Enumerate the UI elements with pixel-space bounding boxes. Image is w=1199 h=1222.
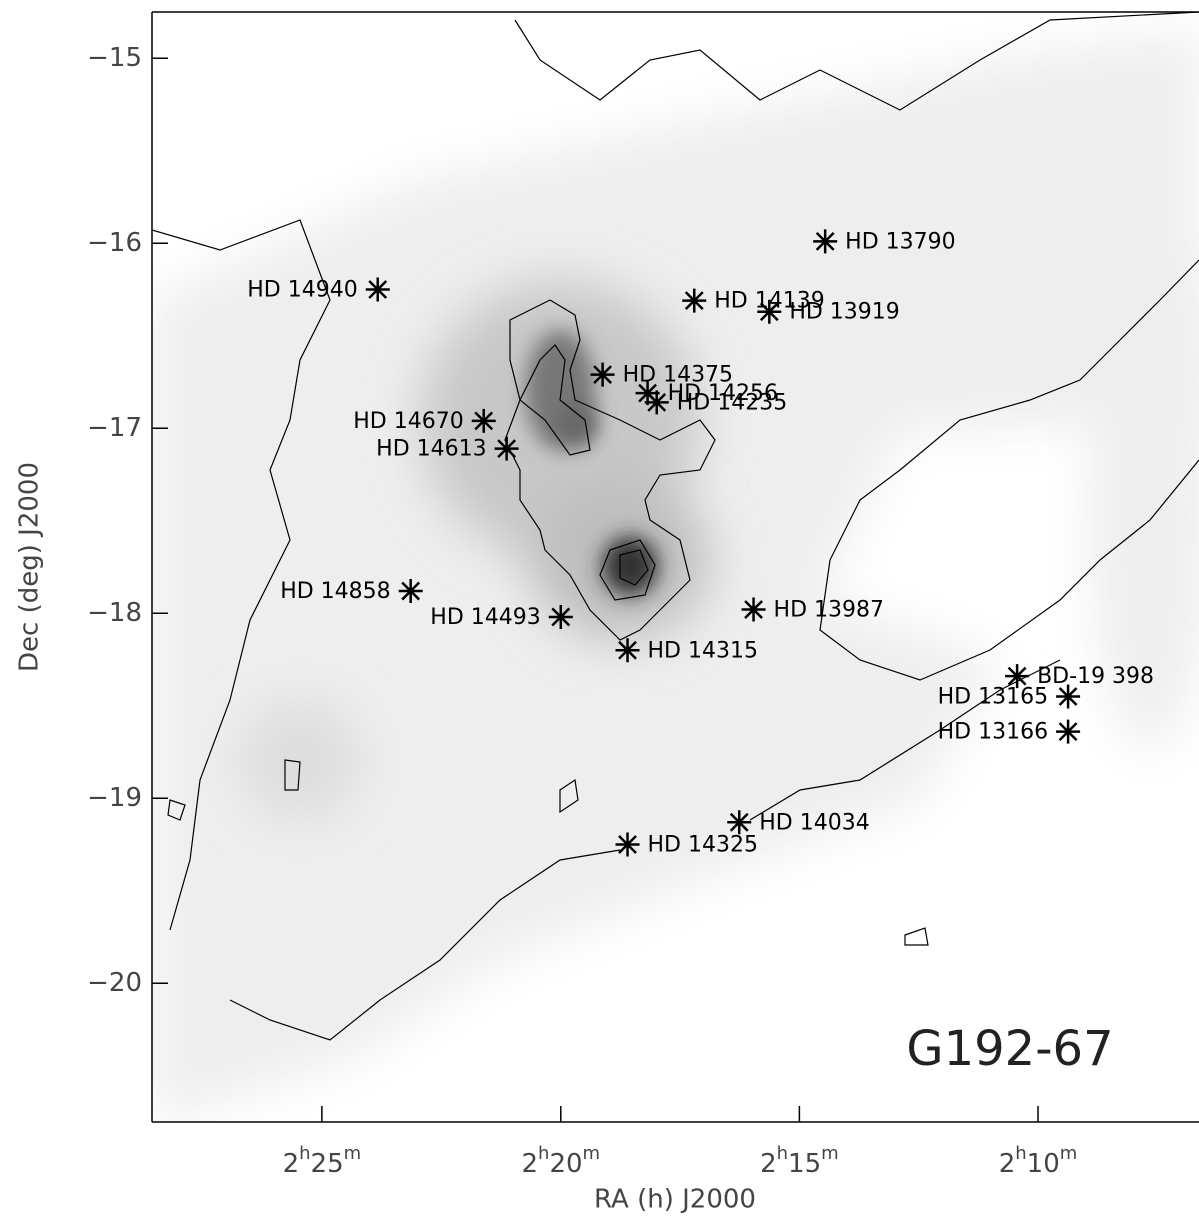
y-axis-label: Dec (deg) J2000 — [15, 462, 45, 672]
star-label: HD 13165 — [938, 685, 1048, 710]
x-tick-label: 2h15m — [760, 1143, 839, 1179]
annotation: G192-67 — [906, 1021, 1113, 1077]
y-tick-label: −16 — [87, 228, 142, 258]
star-label: HD 14613 — [376, 437, 486, 462]
star-marker — [1056, 685, 1080, 709]
star-label: HD 14670 — [353, 409, 463, 434]
star-label: HD 14315 — [648, 638, 758, 663]
star-marker — [591, 363, 615, 387]
y-tick-label: −20 — [87, 968, 142, 998]
star-marker — [757, 300, 781, 324]
y-tick-label: −18 — [87, 598, 142, 628]
star-marker — [399, 579, 423, 603]
star-marker — [682, 289, 706, 313]
star-label: HD 13790 — [845, 229, 955, 254]
y-tick-label: −19 — [87, 783, 142, 813]
star-marker — [472, 409, 496, 433]
x-tick-label: 2h20m — [521, 1143, 600, 1179]
chart: RA (h) J2000 Dec (deg) J2000 G192-67 −15… — [0, 0, 1199, 1222]
y-tick-label: −17 — [87, 413, 142, 443]
star-label: HD 14235 — [677, 390, 787, 415]
star-label: HD 13919 — [789, 300, 899, 325]
y-tick-label: −15 — [87, 43, 142, 73]
star-marker — [645, 390, 669, 414]
x-tick-label: 2h10m — [999, 1143, 1078, 1179]
star-label: HD 14858 — [280, 579, 390, 604]
star-label: HD 14325 — [648, 833, 758, 858]
star-label: HD 13166 — [938, 720, 1048, 745]
star-marker — [495, 437, 519, 461]
star-label: HD 14034 — [759, 810, 869, 835]
star-label: HD 14940 — [247, 278, 357, 303]
star-label: BD-19 398 — [1037, 664, 1154, 689]
background-image — [152, 30, 1199, 1122]
star-label: HD 14493 — [430, 605, 540, 630]
star-marker — [616, 833, 640, 857]
star-marker — [549, 605, 573, 629]
star-marker — [366, 278, 390, 302]
star-marker — [742, 598, 766, 622]
x-tick-label: 2h25m — [283, 1143, 362, 1179]
star-marker — [813, 229, 837, 253]
x-axis-label: RA (h) J2000 — [594, 1185, 756, 1215]
star-label: HD 13987 — [774, 598, 884, 623]
star-marker — [1056, 720, 1080, 744]
star-marker — [727, 810, 751, 834]
star-marker — [616, 638, 640, 662]
